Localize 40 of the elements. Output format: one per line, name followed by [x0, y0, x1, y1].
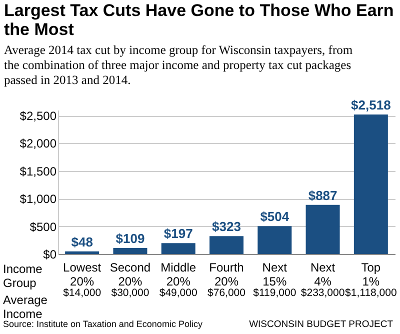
bar — [210, 236, 244, 254]
text: $119,000 — [253, 287, 296, 299]
text: WISCONSIN BUDGET PROJECT — [249, 319, 394, 330]
text: $233,000 — [300, 287, 345, 299]
data-label: $504 — [260, 209, 290, 224]
y-tick-label: $1,000 — [20, 192, 57, 206]
x-tick-label: Next 15% — [262, 260, 288, 288]
x-tick-label: Second 20% — [110, 260, 151, 288]
text: $30,000 — [111, 287, 150, 299]
y-tick-label: $2,500 — [20, 109, 57, 124]
data-label: $887 — [308, 188, 338, 203]
chart-title: Largest Tax Cuts Have Gone to Those Who Earn the Most — [4, 1, 394, 40]
bar — [354, 114, 388, 254]
x-tick-label: Middle 20% — [160, 260, 196, 288]
y-tick-label: $1,500 — [20, 164, 57, 178]
text: $49,000 — [159, 287, 198, 299]
bar — [258, 226, 292, 254]
text: $14,000 — [63, 287, 102, 299]
data-label: $48 — [71, 234, 93, 250]
y-tick-label: $0 — [43, 248, 57, 262]
data-label: $197 — [164, 226, 193, 242]
x-tick-label: Next 4% — [310, 260, 336, 288]
text: Average Income — [3, 293, 48, 321]
x-axis-title: Income Group — [3, 262, 43, 290]
source-note: Source: Institute on Taxation and Economic Policy — [3, 319, 203, 329]
x-tick-label: Top 1% — [361, 260, 381, 288]
text: $1,118,000 — [345, 287, 397, 299]
bar — [161, 243, 196, 254]
bar — [306, 204, 340, 254]
data-label: $323 — [212, 219, 241, 234]
bar — [113, 248, 148, 254]
data-label: $2,518 — [351, 98, 391, 113]
y-tick-label: $500 — [30, 220, 57, 234]
x-tick-label: Fourth 20% — [209, 260, 244, 288]
y-tick-label: $2,000 — [20, 136, 57, 151]
bar — [65, 251, 100, 254]
x-tick-label: Lowest 20% — [63, 260, 102, 288]
text: $76,000 — [208, 287, 246, 299]
chart-subtitle: Average 2014 tax cut by income group for Wisconsin taxpayers, from the combination of three major income and property tax cut packages passed in 2013 and 2014. — [4, 43, 353, 88]
data-label: $109 — [116, 230, 145, 246]
